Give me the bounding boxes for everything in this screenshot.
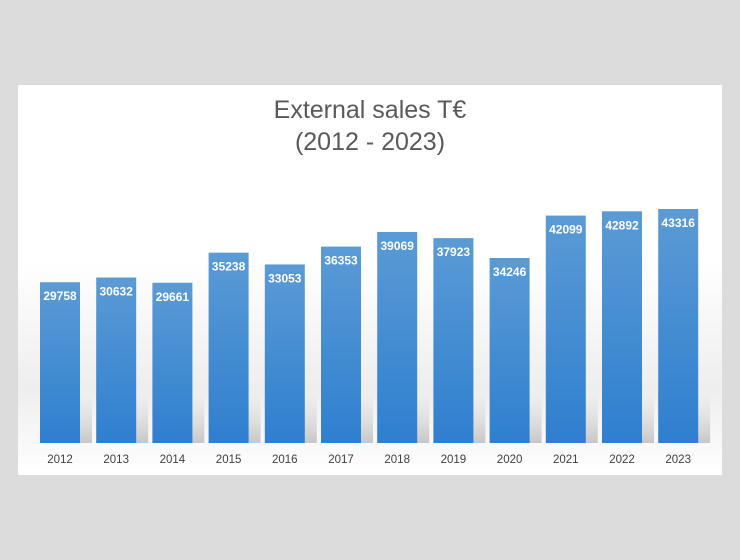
x-tick-label-2016: 2016 bbox=[272, 454, 298, 466]
x-tick-label-2020: 2020 bbox=[497, 454, 523, 466]
x-tick-label-2021: 2021 bbox=[553, 454, 579, 466]
x-tick-label-2023: 2023 bbox=[665, 454, 691, 466]
bar-chart: External sales T€ (2012 - 2023) 29758 201… bbox=[40, 96, 711, 466]
bar-value-label-2012: 29758 bbox=[43, 289, 77, 303]
bar-2013 bbox=[96, 277, 137, 443]
bar-2023 bbox=[658, 209, 699, 443]
bar-2019 bbox=[433, 238, 474, 443]
bar-2016 bbox=[264, 264, 305, 443]
bar-2015 bbox=[208, 252, 249, 443]
bar-value-label-2013: 30632 bbox=[100, 285, 134, 299]
bar-2014 bbox=[152, 282, 193, 443]
bars-layer: 29758 2012 30632 2013 29661 2014 35238 2015 3305… bbox=[40, 209, 711, 466]
x-tick-label-2012: 2012 bbox=[47, 454, 73, 466]
x-tick-label-2014: 2014 bbox=[160, 454, 186, 466]
bar-value-label-2014: 29661 bbox=[156, 290, 190, 304]
bar-value-label-2016: 33053 bbox=[268, 271, 302, 285]
bar-2020 bbox=[489, 257, 530, 443]
bar-2021 bbox=[545, 215, 586, 443]
bar-value-label-2023: 43316 bbox=[662, 216, 696, 230]
x-tick-label-2015: 2015 bbox=[216, 454, 242, 466]
bar-2018 bbox=[377, 231, 418, 443]
chart-panel: External sales T€ (2012 - 2023) 29758 201… bbox=[18, 85, 722, 475]
bar-2022 bbox=[602, 211, 642, 443]
bar-value-label-2019: 37923 bbox=[437, 245, 471, 259]
bar-value-label-2018: 39069 bbox=[381, 239, 415, 253]
bar-value-label-2015: 35238 bbox=[212, 260, 246, 274]
bar-2017 bbox=[321, 246, 361, 443]
x-tick-label-2017: 2017 bbox=[328, 454, 354, 466]
x-tick-label-2018: 2018 bbox=[384, 454, 410, 466]
x-tick-label-2013: 2013 bbox=[103, 454, 129, 466]
bar-2012 bbox=[40, 282, 80, 443]
x-tick-label-2022: 2022 bbox=[609, 454, 635, 466]
bar-value-label-2017: 36353 bbox=[324, 254, 358, 268]
bar-value-label-2022: 42892 bbox=[605, 218, 639, 232]
chart-title-line-1: External sales T€ bbox=[274, 96, 467, 124]
chart-title-line-2: (2012 - 2023) bbox=[295, 128, 445, 156]
bar-value-label-2021: 42099 bbox=[549, 223, 583, 237]
bar-value-label-2020: 34246 bbox=[493, 265, 527, 279]
x-tick-label-2019: 2019 bbox=[441, 454, 467, 466]
